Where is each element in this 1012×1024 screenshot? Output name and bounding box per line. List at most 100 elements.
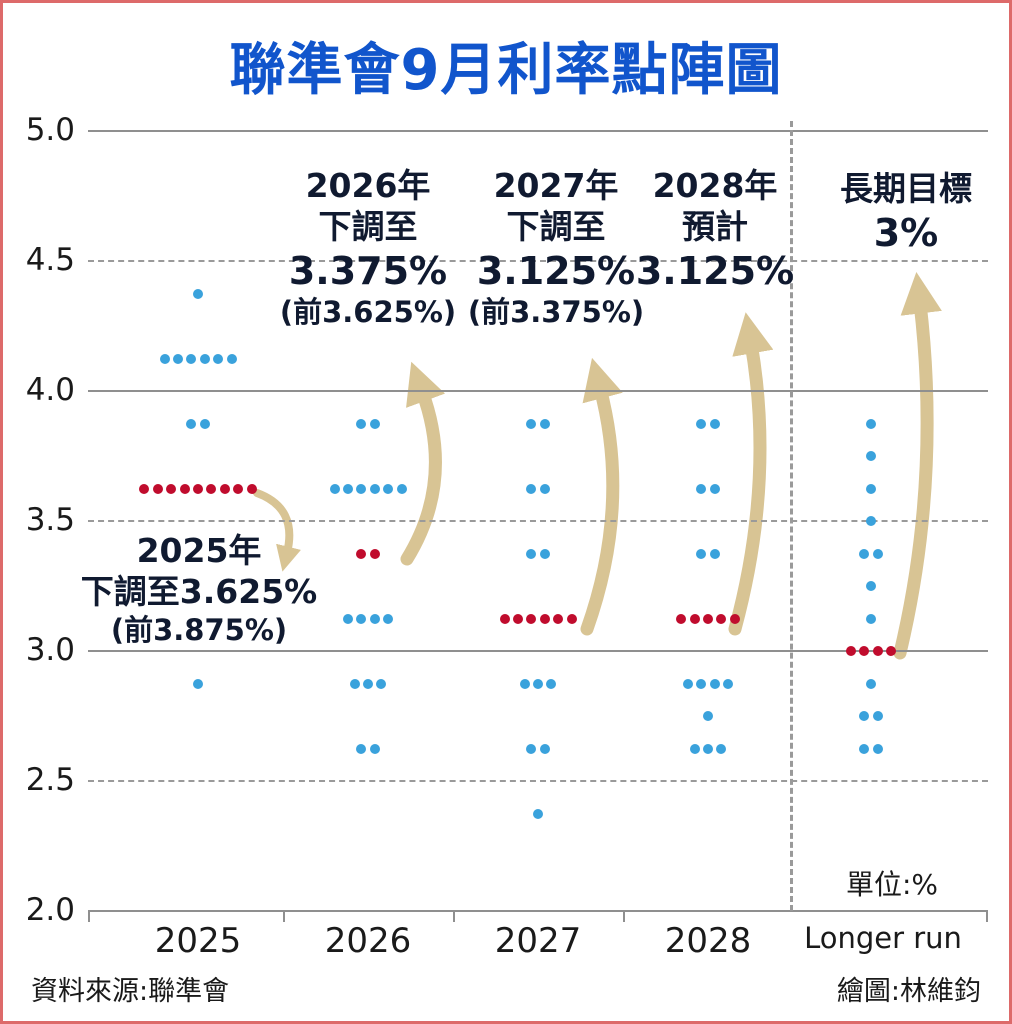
blue-rate-dot	[383, 483, 394, 494]
red-rate-dot	[526, 613, 537, 624]
blue-rate-dot	[709, 678, 720, 689]
blue-rate-dot	[356, 743, 367, 754]
y-axis-label: 4.5	[25, 242, 75, 278]
annotation-line: 2025年	[136, 531, 262, 570]
blue-rate-dot	[546, 678, 557, 689]
red-rate-dot	[703, 613, 713, 624]
blue-rate-dot	[866, 516, 876, 526]
y-axis-label: 2.5	[25, 762, 75, 798]
gridline-3	[88, 650, 988, 652]
blue-rate-dot	[356, 613, 367, 624]
blue-rate-dot	[363, 678, 373, 689]
blue-rate-dot	[186, 353, 197, 364]
red-rate-dot	[872, 646, 883, 656]
red-rate-dot	[859, 646, 870, 656]
red-rate-dot	[219, 483, 230, 494]
blue-rate-dot	[703, 711, 713, 721]
y-axis-label: 3.5	[25, 502, 75, 538]
blue-rate-dot	[703, 743, 713, 754]
annotation-line: 3.125%	[476, 248, 636, 293]
blue-rate-dot	[696, 418, 707, 429]
annotation-line: (前3.875%)	[110, 612, 288, 647]
chart-title: 聯準會9月利率點陣圖	[229, 38, 783, 103]
annotation-2025: 2025年 下調至3.625% (前3.875%)	[81, 531, 317, 649]
red-rate-dot	[206, 483, 217, 494]
blue-rate-dot	[539, 743, 550, 754]
blue-rate-dot	[539, 418, 550, 429]
blue-rate-dot	[709, 483, 720, 494]
gridline-2	[88, 910, 988, 912]
blue-rate-dot	[872, 743, 883, 754]
blue-rate-dot	[723, 678, 734, 689]
blue-rate-dot	[193, 678, 203, 689]
source-label: 資料來源:聯準會	[31, 976, 230, 1007]
blue-rate-dot	[369, 418, 380, 429]
annotation-line: 長期目標	[840, 169, 972, 208]
annotation-line: 3%	[873, 210, 939, 255]
arrow-2026-up	[400, 361, 446, 566]
red-rate-dot	[689, 613, 700, 624]
blue-rate-dot	[356, 483, 367, 494]
blue-rate-dot	[172, 353, 183, 364]
blue-rate-dot	[866, 581, 876, 591]
annotation-line: 預計	[682, 206, 748, 246]
red-rate-dot	[512, 613, 523, 624]
gridline-2.5	[88, 780, 988, 782]
red-rate-dot	[233, 483, 244, 494]
blue-rate-dot	[866, 483, 876, 494]
blue-rate-dot	[689, 743, 700, 754]
annotation-line: 下調至	[318, 206, 418, 246]
longer-run-separator	[790, 121, 793, 911]
blue-rate-dot	[349, 678, 360, 689]
y-axis-label: 2.0	[25, 892, 75, 928]
blue-rate-dot	[539, 483, 550, 494]
y-axis-label: 5.0	[25, 112, 75, 148]
blue-rate-dot	[866, 418, 876, 429]
red-rate-dot	[716, 613, 727, 624]
x-axis-tick	[88, 911, 90, 922]
blue-rate-dot	[369, 613, 380, 624]
annotation-2026: 2026年 下調至 3.375% (前3.625%)	[280, 166, 456, 331]
blue-rate-dot	[342, 613, 353, 624]
annotation-line: 3.375%	[288, 248, 448, 293]
y-axis-label: 3.0	[25, 632, 75, 668]
blue-rate-dot	[369, 483, 380, 494]
annotation-line: (前3.625%)	[279, 294, 457, 329]
annotation-line: 下調至	[506, 206, 606, 246]
arrow-longer-run-up	[893, 272, 942, 660]
x-axis-tick	[623, 911, 625, 922]
red-rate-dot	[193, 483, 203, 494]
annotation-longer: 長期目標 3%	[840, 169, 972, 257]
x-axis-tick	[986, 911, 988, 922]
blue-rate-dot	[226, 353, 237, 364]
red-rate-dot	[179, 483, 190, 494]
blue-rate-dot	[716, 743, 727, 754]
blue-rate-dot	[872, 711, 883, 721]
blue-rate-dot	[159, 353, 170, 364]
arrow-2027-up	[580, 357, 623, 636]
blue-rate-dot	[533, 678, 543, 689]
blue-rate-dot	[682, 678, 693, 689]
red-rate-dot	[845, 646, 856, 656]
red-rate-dot	[566, 613, 577, 624]
blue-rate-dot	[709, 418, 720, 429]
unit-label: 單位:%	[846, 868, 939, 901]
blue-rate-dot	[329, 483, 340, 494]
annotation-line: (前3.375%)	[467, 294, 645, 329]
y-axis-label: 4.0	[25, 372, 75, 408]
x-axis-tick	[283, 911, 285, 922]
red-rate-dot	[676, 613, 687, 624]
red-rate-dot	[139, 483, 150, 494]
blue-rate-dot	[859, 548, 870, 559]
red-rate-dot	[729, 613, 740, 624]
x-axis-label-2026: 2026	[324, 921, 412, 961]
red-rate-dot	[369, 548, 380, 559]
x-axis-label-longer-run: Longer run	[804, 921, 962, 955]
blue-rate-dot	[396, 483, 407, 494]
blue-rate-dot	[709, 548, 720, 559]
red-rate-dot	[152, 483, 163, 494]
red-rate-dot	[499, 613, 510, 624]
x-axis-label-2028: 2028	[664, 921, 752, 961]
blue-rate-dot	[539, 548, 550, 559]
